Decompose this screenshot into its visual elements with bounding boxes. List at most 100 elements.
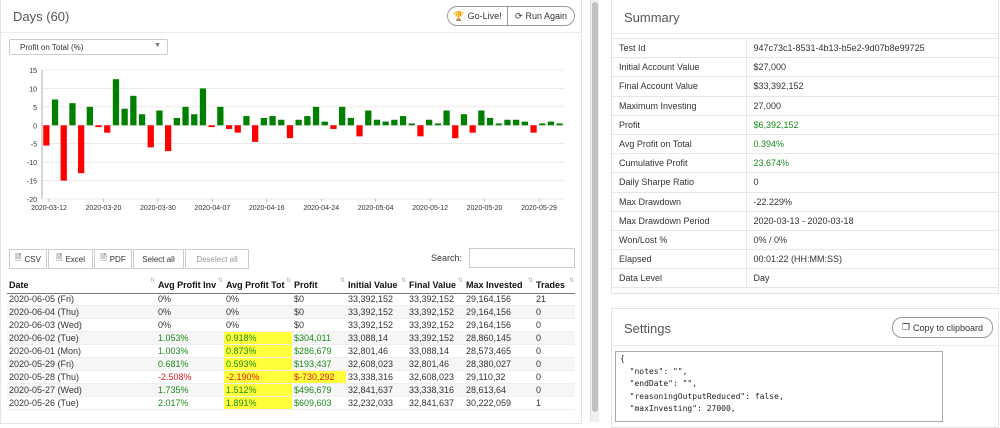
chart-bar xyxy=(260,117,267,126)
table-cell: 2.017% xyxy=(156,396,224,410)
table-row[interactable]: 2020-06-05 (Fri) 0% 0% $0 33,392,152 33,392,1… xyxy=(7,293,575,307)
chart-bar xyxy=(51,99,59,126)
settings-json-textarea[interactable]: { "notes": "", "endDate": "", "reasoning… xyxy=(615,351,943,422)
table-cell: 1.053% xyxy=(156,331,224,346)
chart-bar xyxy=(417,125,424,137)
chart-bar xyxy=(225,125,233,129)
table-cell: 2020-06-04 (Thu) xyxy=(7,305,156,320)
table-cell: 1.003% xyxy=(156,344,224,358)
chart-bar xyxy=(452,125,459,139)
column-header-label: Initial Value xyxy=(348,279,398,290)
deselect-all-button[interactable]: Deselect all xyxy=(185,249,249,269)
chart-bar xyxy=(173,117,180,126)
y-tick-label: -20 xyxy=(27,197,37,204)
y-tick-label: 10 xyxy=(29,86,37,93)
chart-bar xyxy=(43,125,50,146)
copy-to-clipboard-button[interactable]: ❐ Copy to clipboard xyxy=(892,317,993,338)
summary-table: Test Id 947c73c1-8531-4b13-b5e2-9d07b8e99… xyxy=(612,37,998,289)
summary-value: 2020-03-13 - 2020-03-18 xyxy=(746,210,998,231)
run-again-button[interactable]: ⟳ Run Again xyxy=(507,6,575,26)
table-cell: 0 xyxy=(534,357,575,371)
column-header[interactable]: Profit ⇅ xyxy=(292,277,346,294)
file-icon: 🗎 xyxy=(100,253,107,262)
column-header-label: Profit xyxy=(294,279,318,290)
table-cell: 0 xyxy=(534,318,575,333)
select-all-button[interactable]: Select all xyxy=(133,249,184,269)
column-header[interactable]: Final Value ⇅ xyxy=(407,277,464,294)
column-header[interactable]: Avg Profit Inv ⇅ xyxy=(156,277,224,294)
column-header[interactable]: Avg Profit Tot ⇅ xyxy=(224,277,292,294)
summary-row: Won/Lost % 0% / 0% xyxy=(612,229,998,250)
table-cell: 0.681% xyxy=(156,357,224,371)
metric-select[interactable]: Profit on Total (%) ▼ xyxy=(9,39,168,55)
chart-bar xyxy=(312,106,320,126)
chart-bar xyxy=(391,119,398,126)
table-cell: 32,841,637 xyxy=(346,383,407,397)
chart-bar xyxy=(426,119,433,126)
go-live-label: Go-Live! xyxy=(467,11,502,21)
chart-bar xyxy=(78,125,85,174)
column-header-label: Max Invested xyxy=(466,279,523,290)
sort-icon: ⇅ xyxy=(568,278,574,284)
summary-value: 947c73c1-8531-4b13-b5e2-9d07b8e99725 xyxy=(746,37,998,58)
chart-bar xyxy=(521,121,528,126)
table-cell: $-730,292 xyxy=(292,370,346,384)
chart-bar xyxy=(382,121,389,126)
table-row[interactable]: 2020-05-26 (Tue) 2.017% 1.891% $609,603 32,2… xyxy=(7,396,575,410)
summary-row: Final Account Value $33,392,152 xyxy=(612,76,998,97)
table-cell: 2020-05-29 (Fri) xyxy=(7,357,156,371)
chart-bar xyxy=(278,119,285,126)
column-header[interactable]: Date ⇅ xyxy=(7,277,156,294)
search-label: Search: xyxy=(431,253,463,263)
code-line: "notes": "", xyxy=(620,366,688,376)
column-header[interactable]: Initial Value ⇅ xyxy=(346,277,407,294)
summary-row: Maximum Investing 27,000 xyxy=(612,95,998,116)
table-cell: 29,164,156 xyxy=(464,293,534,307)
table-row[interactable]: 2020-06-01 (Mon) 1.003% 0.873% $286,679 32,8… xyxy=(7,344,575,358)
summary-value: -22.229% xyxy=(746,191,998,212)
table-cell: 33,088,14 xyxy=(407,344,464,358)
chart-bar xyxy=(547,121,555,126)
search-input[interactable] xyxy=(469,248,575,268)
table-cell: 0 xyxy=(534,383,575,397)
csv-button[interactable]: 🗎 CSV xyxy=(9,249,47,269)
summary-row: Test Id 947c73c1-8531-4b13-b5e2-9d07b8e99… xyxy=(612,37,998,58)
table-cell: 2020-06-01 (Mon) xyxy=(7,344,156,358)
table-cell: 29,164,156 xyxy=(464,318,534,333)
code-line: "reasoningOutputReduced": false, xyxy=(620,391,784,401)
table-cell: $193,437 xyxy=(292,357,346,371)
table-cell: 0% xyxy=(224,318,292,333)
table-cell: 32,232,033 xyxy=(346,396,407,410)
table-cell: 0% xyxy=(156,305,224,320)
chart-bar xyxy=(243,116,250,126)
chart-bar xyxy=(321,121,328,126)
scrollbar[interactable] xyxy=(590,0,599,422)
days-panel-title: Days (60) xyxy=(13,9,70,24)
go-live-button[interactable]: 🏆 Go-Live! xyxy=(447,6,508,26)
table-cell: 0% xyxy=(156,318,224,333)
chart-bar xyxy=(330,125,337,129)
table-cell: 2020-05-26 (Tue) xyxy=(7,396,156,410)
table-cell: 2020-06-03 (Wed) xyxy=(7,318,156,333)
table-row[interactable]: 2020-05-28 (Thu) -2.508% -2.190% $-730,292 3… xyxy=(7,370,575,384)
pdf-button[interactable]: 🗎 PDF xyxy=(94,249,132,269)
table-row[interactable]: 2020-06-02 (Tue) 1.053% 0.918% $304,011 33,0… xyxy=(7,331,575,346)
summary-value: $33,392,152 xyxy=(746,76,998,97)
table-row[interactable]: 2020-05-29 (Fri) 0.681% 0.593% $193,437 32,6… xyxy=(7,357,575,371)
chart-bar xyxy=(60,125,67,181)
summary-label: Max Drawdown Period xyxy=(612,210,747,231)
table-row[interactable]: 2020-05-27 (Wed) 1.735% 1.512% $496,679 32,8… xyxy=(7,383,575,397)
chart-bar xyxy=(112,79,120,126)
column-header[interactable]: Max Invested ⇅ xyxy=(464,277,534,294)
chart-bar xyxy=(356,125,363,137)
table-row[interactable]: 2020-06-04 (Thu) 0% 0% $0 33,392,152 33,392,1… xyxy=(7,305,575,320)
y-tick-label: 15 xyxy=(29,68,37,75)
settings-panel: Settings ❐ Copy to clipboard xyxy=(611,308,999,428)
table-body: 2020-06-05 (Fri) 0% 0% $0 33,392,152 33,392,1… xyxy=(7,293,575,410)
column-header[interactable]: Trades ⇅ xyxy=(534,277,575,294)
excel-button[interactable]: 🗎 Excel xyxy=(48,249,93,269)
table-cell: -2.508% xyxy=(156,370,224,384)
scrollbar-thumb[interactable] xyxy=(592,2,598,412)
settings-panel-header: Settings ❐ Copy to clipboard xyxy=(612,309,998,346)
table-row[interactable]: 2020-06-03 (Wed) 0% 0% $0 33,392,152 33,392,1… xyxy=(7,318,575,333)
